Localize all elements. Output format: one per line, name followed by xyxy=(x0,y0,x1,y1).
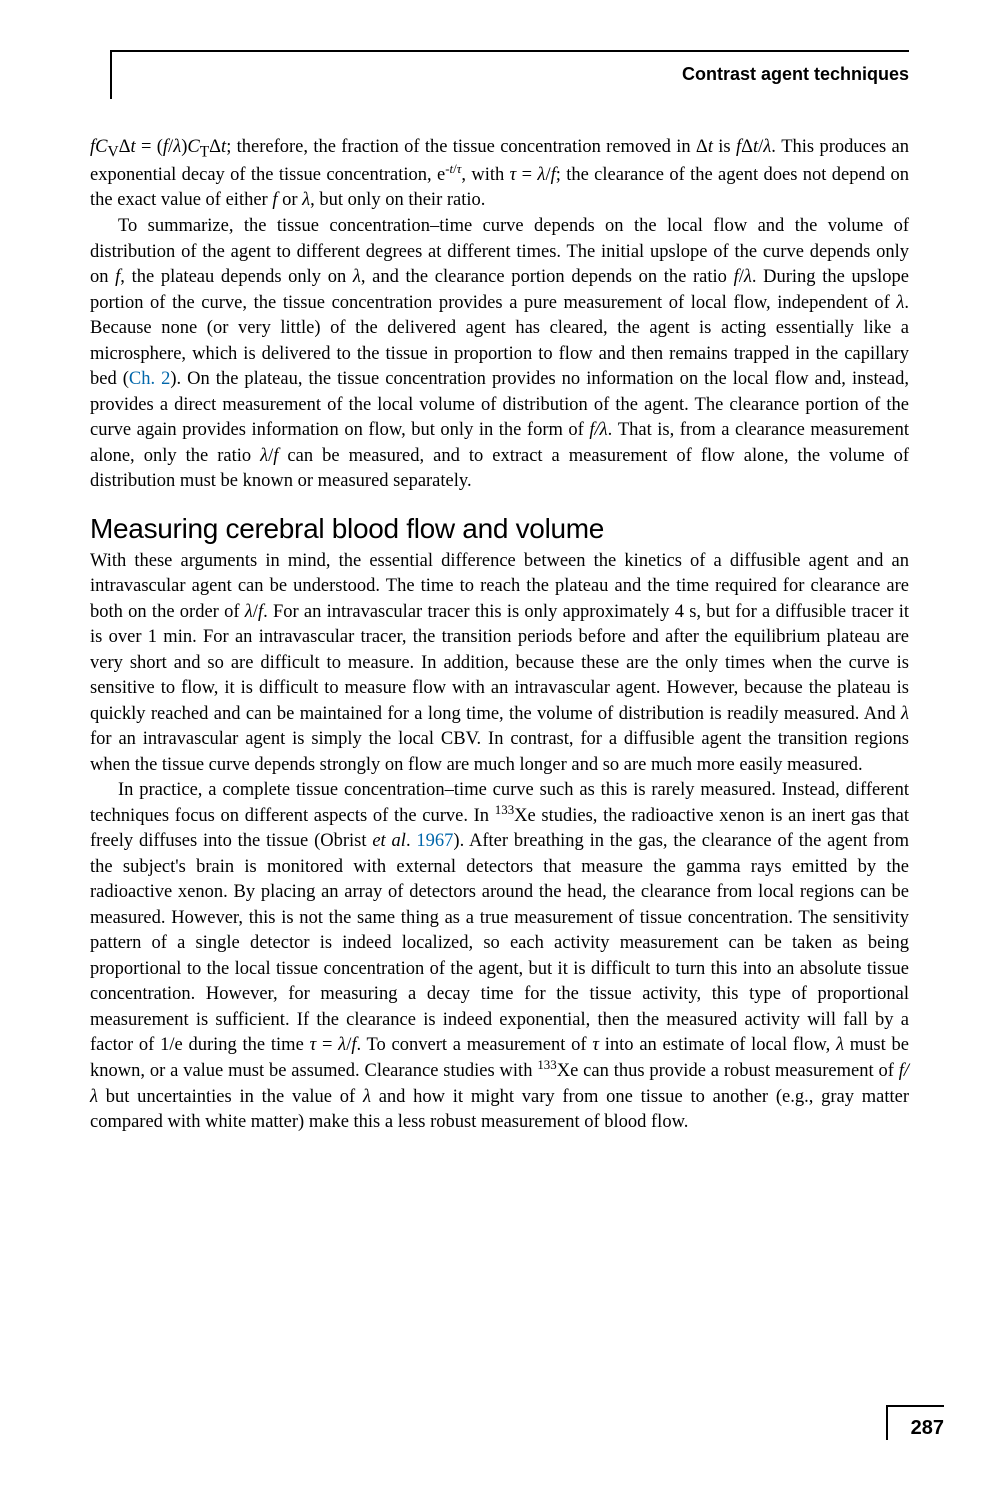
paragraph-3: With these arguments in mind, the essent… xyxy=(90,549,909,779)
running-header: Contrast agent techniques xyxy=(132,64,909,85)
section-heading: Measuring cerebral blood flow and volume xyxy=(90,513,909,545)
page-number: 287 xyxy=(902,1417,944,1440)
header-box: Contrast agent techniques xyxy=(110,52,909,99)
isotope-superscript-2: 133 xyxy=(537,1057,556,1072)
paragraph-4: In practice, a complete tissue concentra… xyxy=(90,778,909,1135)
chapter-link[interactable]: Ch. 2 xyxy=(129,369,170,389)
isotope-superscript: 133 xyxy=(495,802,514,817)
page-number-box: 287 xyxy=(886,1405,944,1440)
paragraph-1: fCVΔt = (f/λ)CTΔt; therefore, the fracti… xyxy=(90,135,909,214)
paragraph-2: To summarize, the tissue concentration–t… xyxy=(90,214,909,495)
et-al: et al xyxy=(372,831,406,851)
page-container: Contrast agent techniques fCVΔt = (f/λ)C… xyxy=(0,0,999,1500)
citation-year[interactable]: 1967 xyxy=(416,831,453,851)
